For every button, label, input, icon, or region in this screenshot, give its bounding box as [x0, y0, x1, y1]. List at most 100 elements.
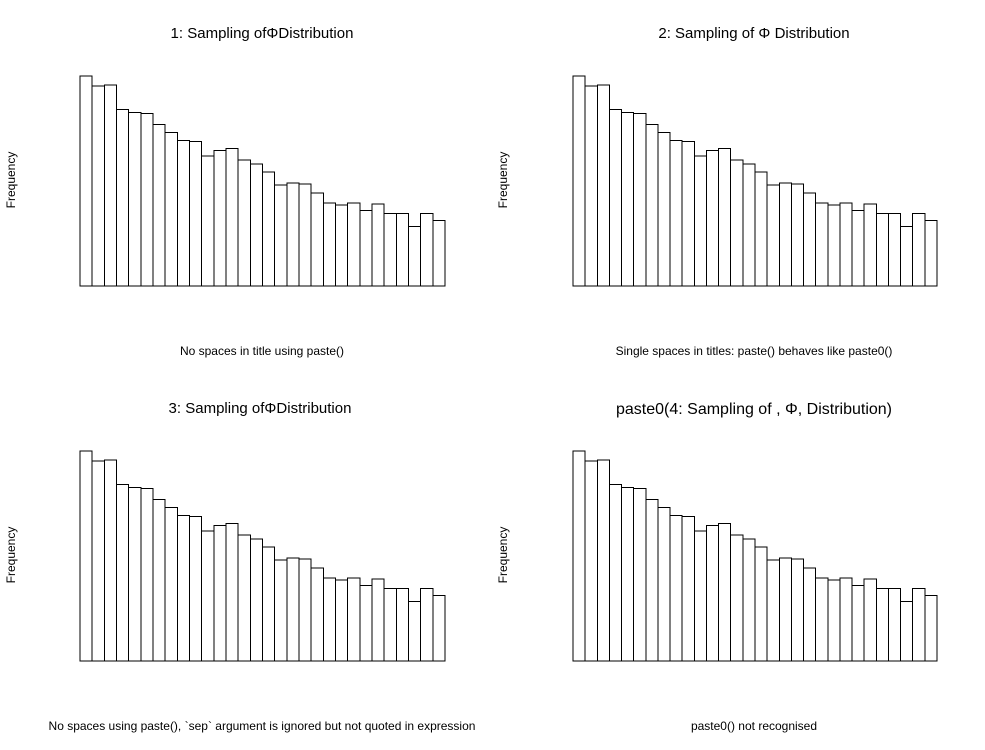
- histogram-bar: [395, 213, 409, 287]
- histogram-bar: [359, 585, 373, 662]
- histogram-bar: [383, 213, 397, 287]
- histogram-bar: [286, 557, 300, 662]
- histogram-bar: [815, 577, 829, 662]
- panel-1-ylabel: Frequency: [4, 152, 18, 209]
- histogram-bar: [754, 171, 768, 287]
- histogram-bar: [347, 202, 361, 287]
- histogram-bar: [790, 183, 805, 287]
- histogram-bar: [705, 149, 720, 287]
- histogram-bar: [572, 450, 586, 662]
- histogram-bar: [608, 484, 623, 662]
- histogram-bar: [863, 578, 877, 662]
- histogram-bar: [237, 534, 251, 662]
- histogram-bar: [887, 213, 902, 287]
- histogram-bar: [322, 577, 336, 662]
- histogram-bar: [875, 588, 889, 662]
- histogram-bar: [408, 601, 422, 662]
- histogram-bar: [140, 113, 154, 287]
- histogram-bar: [310, 192, 324, 287]
- histogram-bar: [669, 139, 683, 287]
- panel-3: 3: Sampling ofΦDistribution Frequency No…: [4, 400, 475, 733]
- histogram-bar: [657, 506, 671, 662]
- histogram-bar: [718, 522, 732, 662]
- panel-4-title: paste0(4: Sampling of , Φ, Distribution): [616, 401, 892, 418]
- histogram-bar: [621, 487, 635, 662]
- histogram-bar: [924, 595, 938, 662]
- histogram-bar: [645, 124, 659, 287]
- panel-3-bars: [79, 450, 446, 662]
- histogram-bar: [912, 588, 926, 662]
- histogram-bar: [298, 558, 312, 662]
- panel-2-ylabel: Frequency: [496, 152, 510, 209]
- panel-1-bars: [79, 75, 446, 287]
- histogram-bar: [900, 601, 914, 662]
- histogram-bar: [116, 484, 130, 662]
- histogram-bar: [189, 140, 203, 287]
- histogram-bar: [730, 159, 744, 287]
- panel-3-xlabel: No spaces using paste(), `sep` argument …: [49, 719, 476, 733]
- histogram-bar: [237, 159, 251, 287]
- histogram-bar: [432, 220, 446, 287]
- histogram-bar: [633, 488, 647, 662]
- histogram-bar: [262, 546, 276, 662]
- histogram-bar: [803, 567, 817, 662]
- histogram-bar: [79, 450, 93, 662]
- histogram-bar: [310, 567, 324, 662]
- histogram-bar: [432, 595, 446, 662]
- histogram-bar: [766, 559, 780, 662]
- histogram-bar: [359, 210, 373, 287]
- histogram-bar: [766, 184, 780, 287]
- histogram-bar: [249, 538, 264, 662]
- panel-2: 2: Sampling of Φ Distribution Frequency …: [496, 25, 938, 358]
- histogram-bar: [91, 85, 105, 287]
- panel-1-xlabel: No spaces in title using paste(): [180, 344, 344, 358]
- histogram-bar: [164, 506, 178, 662]
- histogram-bar: [371, 578, 385, 662]
- panel-4-bars: [572, 450, 938, 662]
- histogram-bar: [693, 530, 707, 662]
- panel-2-bars: [572, 75, 938, 287]
- histogram-bar: [839, 577, 853, 662]
- histogram-bar: [790, 558, 805, 662]
- histogram-bar: [827, 579, 841, 662]
- histogram-bar: [286, 182, 300, 287]
- panel-2-xlabel: Single spaces in titles: paste() behaves…: [616, 344, 893, 358]
- histogram-bar: [681, 515, 695, 662]
- histogram-bar: [225, 522, 239, 662]
- histogram-bar: [189, 515, 203, 662]
- histogram-bar: [164, 131, 178, 287]
- histogram-bar: [103, 84, 118, 287]
- histogram-bar: [705, 524, 720, 662]
- histogram-bar: [408, 226, 422, 287]
- histogram-bar: [152, 124, 166, 287]
- histogram-bar: [91, 460, 105, 662]
- histogram-bar: [274, 184, 288, 287]
- histogram-bar: [718, 147, 732, 287]
- histogram-bar: [887, 588, 902, 662]
- histogram-bar: [116, 109, 130, 287]
- histogram-bar: [395, 588, 409, 662]
- histogram-bar: [815, 202, 829, 287]
- histogram-bar: [225, 147, 239, 287]
- histogram-bar: [584, 460, 598, 662]
- histogram-bar: [803, 192, 817, 287]
- histogram-bar: [572, 75, 586, 287]
- histogram-bar: [371, 203, 385, 287]
- histogram-bar: [827, 204, 841, 287]
- histogram-bar: [103, 459, 118, 662]
- histogram-bar: [128, 487, 142, 662]
- histogram-bar: [176, 139, 191, 287]
- histogram-bar: [322, 202, 336, 287]
- histogram-bar: [681, 140, 695, 287]
- histogram-bar: [596, 459, 610, 662]
- histogram-bar: [863, 203, 877, 287]
- panel-3-ylabel: Frequency: [4, 527, 18, 584]
- histogram-bar: [201, 530, 215, 662]
- histogram-bar: [79, 75, 93, 287]
- histogram-bar: [657, 131, 671, 287]
- panel-4: paste0(4: Sampling of , Φ, Distribution)…: [496, 401, 938, 733]
- histogram-bar: [742, 163, 756, 287]
- panel-2-title: 2: Sampling of Φ Distribution: [658, 25, 849, 42]
- histogram-bar: [249, 163, 264, 287]
